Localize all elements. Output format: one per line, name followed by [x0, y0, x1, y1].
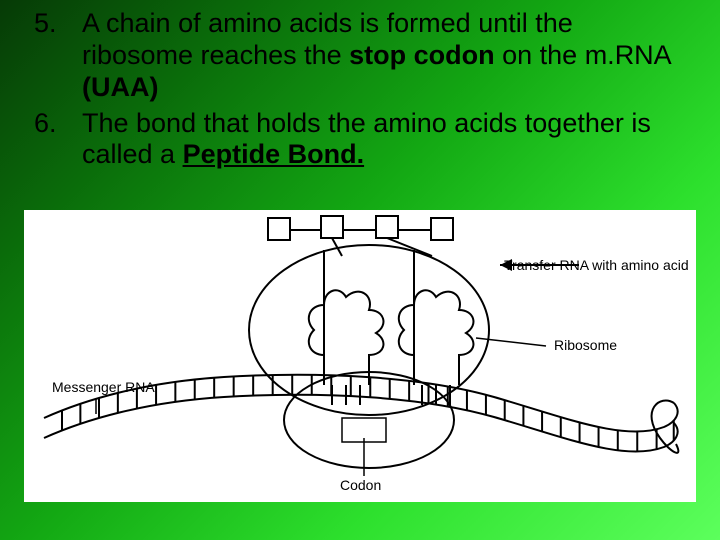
li5-bold2: (UAA)	[82, 72, 158, 102]
li5-mid: on the m.RNA	[495, 40, 671, 70]
label-transfer-rna: Transfer RNA with amino acid	[504, 257, 689, 273]
diagram: Transfer RNA with amino acid Ribosome Me…	[24, 210, 696, 502]
numbered-list: A chain of amino acids is formed until t…	[30, 8, 690, 171]
list-item-5: A chain of amino acids is formed until t…	[78, 8, 690, 104]
list-item-6: The bond that holds the amino acids toge…	[78, 108, 690, 172]
amino-acid-chain	[268, 216, 453, 256]
label-ribosome: Ribosome	[554, 337, 617, 353]
label-codon: Codon	[340, 477, 381, 493]
text-content: A chain of amino acids is formed until t…	[0, 0, 720, 175]
translation-diagram-svg: Transfer RNA with amino acid Ribosome Me…	[24, 210, 696, 502]
trna-1	[309, 290, 384, 405]
label-messenger-rna: Messenger RNA	[52, 379, 155, 395]
slide: A chain of amino acids is formed until t…	[0, 0, 720, 540]
ribosome-large	[249, 245, 489, 415]
li6-pre: The bond that holds the amino acids toge…	[82, 108, 651, 170]
li5-bold1: stop codon	[349, 40, 494, 70]
li6-underline: Peptide Bond.	[183, 139, 365, 169]
